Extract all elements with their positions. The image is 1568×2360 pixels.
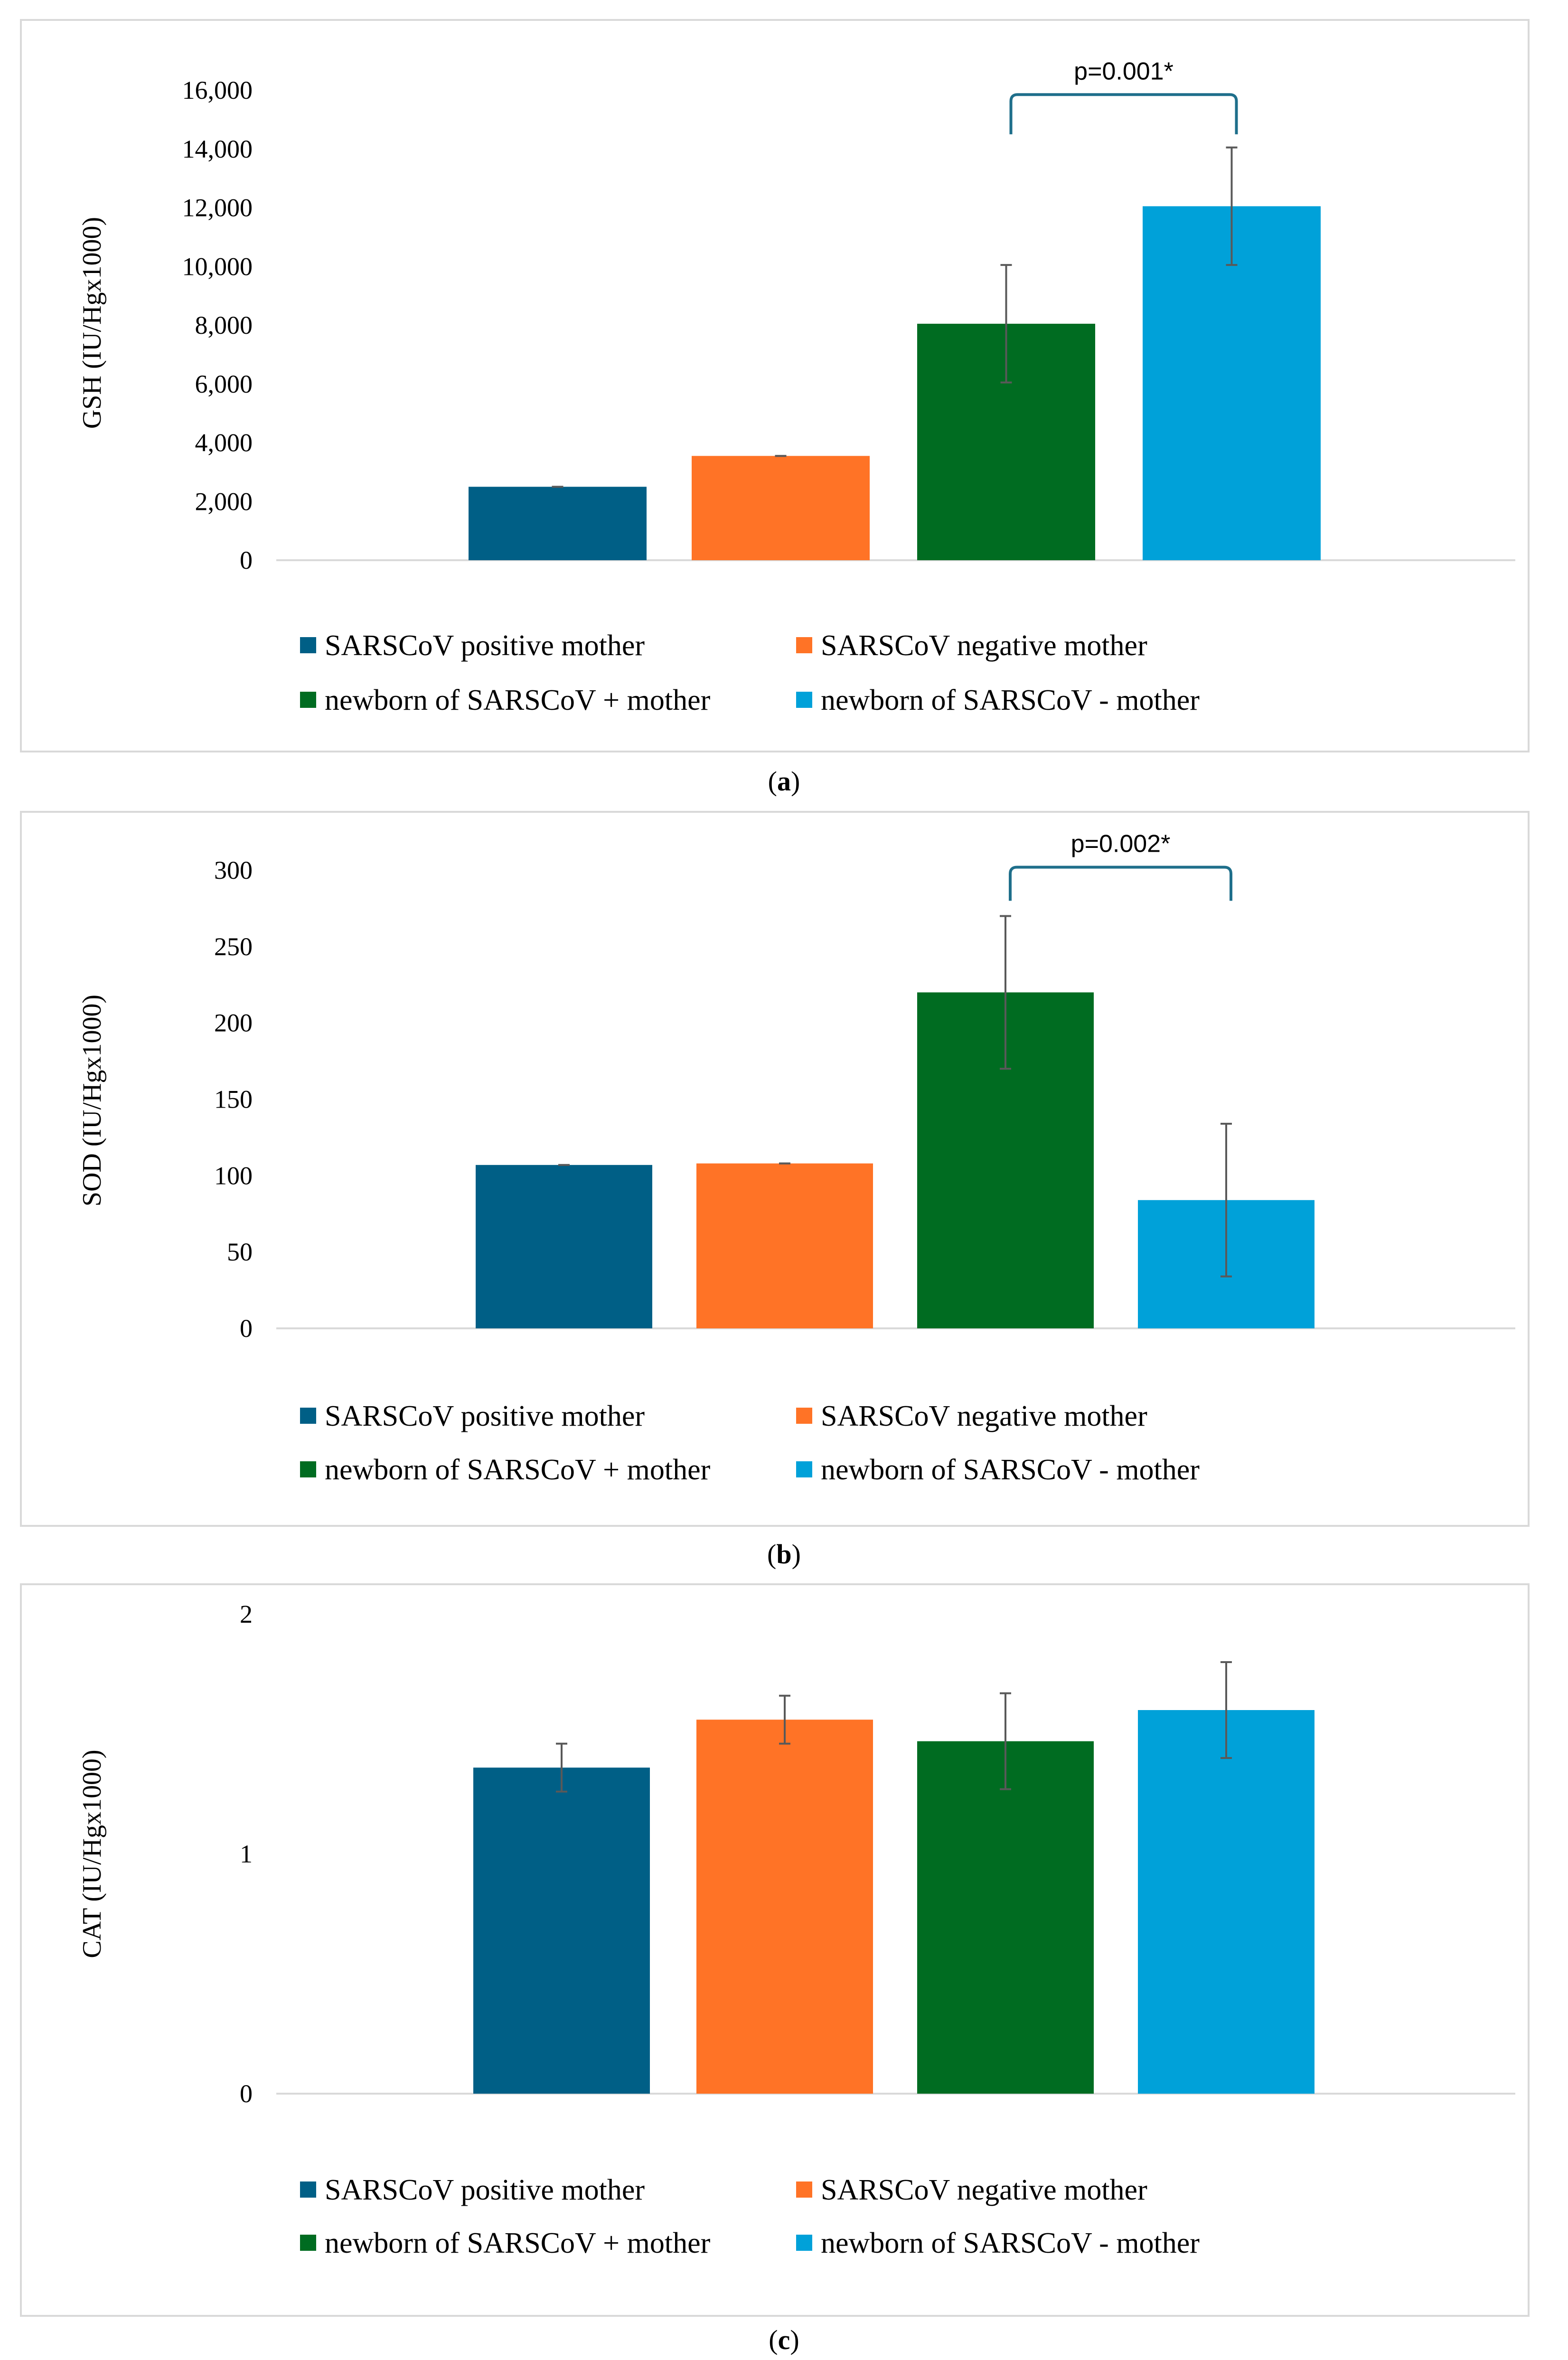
chart-a-ytick-label: 6,000: [195, 370, 253, 398]
chart-c-legend-label: newborn of SARSCoV + mother: [325, 2227, 711, 2259]
chart-b-legend-swatch: [300, 1461, 316, 1477]
chart-b-bar: [696, 1163, 873, 1328]
chart-c-legend-swatch: [796, 2181, 812, 2198]
chart-b-legend-label: newborn of SARSCoV - mother: [821, 1454, 1200, 1486]
chart-c-ytick-label: 2: [240, 1600, 253, 1628]
chart-c-legend-label: SARSCoV positive mother: [325, 2174, 645, 2206]
chart-a-ytick-label: 10,000: [182, 252, 253, 281]
chart-c-bar: [1138, 1710, 1314, 2094]
chart-a-bar: [692, 456, 870, 560]
chart-c-bar: [696, 1720, 873, 2094]
chart-c-ytick-label: 1: [240, 1840, 253, 1868]
chart-a-legend-swatch: [796, 692, 812, 708]
chart-a-legend-swatch: [300, 692, 316, 708]
chart-b-ylabel: SOD (IU/Hgx1000): [77, 995, 107, 1206]
chart-b-legend-label: SARSCoV negative mother: [821, 1400, 1147, 1432]
chart-b-legend-swatch: [796, 1461, 812, 1477]
caption-c: (c): [769, 2324, 799, 2355]
chart-a-ytick-label: 2,000: [195, 487, 253, 516]
chart-a-svg: 0 2,000 4,000 6,000 8,000 10,000 12,000 14,000 1…: [77, 57, 1515, 716]
chart-a-ytick-label: 0: [240, 546, 253, 574]
chart-a-significance-label: p=0.001*: [1074, 57, 1174, 85]
chart-b-legend-swatch: [300, 1408, 316, 1424]
chart-b-svg: 0 50 100 150 200 250 300 SOD (IU/Hgx1000) p=0.00…: [77, 830, 1515, 1486]
chart-a-ytick-label: 8,000: [195, 311, 253, 339]
chart-c-ytick-label: 0: [240, 2079, 253, 2108]
chart-b-ytick-label: 250: [214, 932, 253, 961]
chart-a-ytick-label: 12,000: [182, 194, 253, 222]
chart-c-legend-label: SARSCoV negative mother: [821, 2174, 1147, 2206]
chart-c-bar: [917, 1741, 1094, 2094]
chart-a-legend-swatch: [796, 637, 812, 653]
chart-b-legend-swatch: [796, 1408, 812, 1424]
chart-b-legend-label: SARSCoV positive mother: [325, 1400, 645, 1432]
chart-a-ytick-label: 4,000: [195, 429, 253, 457]
chart-panel-a: 0 2,000 4,000 6,000 8,000 10,000 12,000 14,000 1…: [20, 19, 1530, 752]
chart-a-bar: [469, 487, 647, 560]
chart-b-bar: [476, 1165, 652, 1328]
chart-a-legend-label: newborn of SARSCoV - mother: [821, 684, 1200, 716]
caption-b: (b): [767, 1539, 801, 1570]
chart-b-ytick-label: 50: [227, 1238, 253, 1266]
chart-b-ytick-label: 200: [214, 1009, 253, 1037]
chart-b-legend-label: newborn of SARSCoV + mother: [325, 1454, 711, 1486]
chart-c-legend-swatch: [796, 2235, 812, 2251]
chart-c-legend-label: newborn of SARSCoV - mother: [821, 2227, 1200, 2259]
chart-b-ytick-label: 150: [214, 1085, 253, 1114]
chart-c-ylabel: CAT (IU/Hgx1000): [77, 1749, 107, 1958]
chart-b-ytick-label: 100: [214, 1161, 253, 1190]
chart-b-ytick-label: 0: [240, 1314, 253, 1343]
chart-a-legend-swatch: [300, 637, 316, 653]
chart-b-significance-label: p=0.002*: [1071, 830, 1171, 858]
chart-a-ylabel: GSH (IU/Hgx1000): [77, 217, 107, 429]
caption-a: (a): [768, 766, 800, 797]
chart-panel-b: 0 50 100 150 200 250 300 SOD (IU/Hgx1000) p=0.00…: [20, 811, 1530, 1527]
chart-a-legend-label: SARSCoV positive mother: [325, 630, 645, 662]
chart-c-bar: [473, 1768, 650, 2094]
chart-a-ytick-label: 16,000: [182, 76, 253, 104]
chart-c-legend-swatch: [300, 2235, 316, 2251]
chart-panel-c: 0 1 2 CAT (IU/Hgx1000) SARSCoV positive moth…: [20, 1583, 1530, 2317]
chart-a-ytick-label: 14,000: [182, 135, 253, 163]
chart-a-legend-label: newborn of SARSCoV + mother: [325, 684, 711, 716]
chart-c-svg: 0 1 2 CAT (IU/Hgx1000) SARSCoV positive moth…: [77, 1600, 1515, 2259]
chart-a-significance-bracket: [1009, 93, 1238, 134]
chart-b-ytick-label: 300: [214, 856, 253, 884]
chart-a-legend-label: SARSCoV negative mother: [821, 630, 1147, 662]
chart-c-legend-swatch: [300, 2181, 316, 2198]
chart-b-significance-bracket: [1009, 865, 1232, 901]
